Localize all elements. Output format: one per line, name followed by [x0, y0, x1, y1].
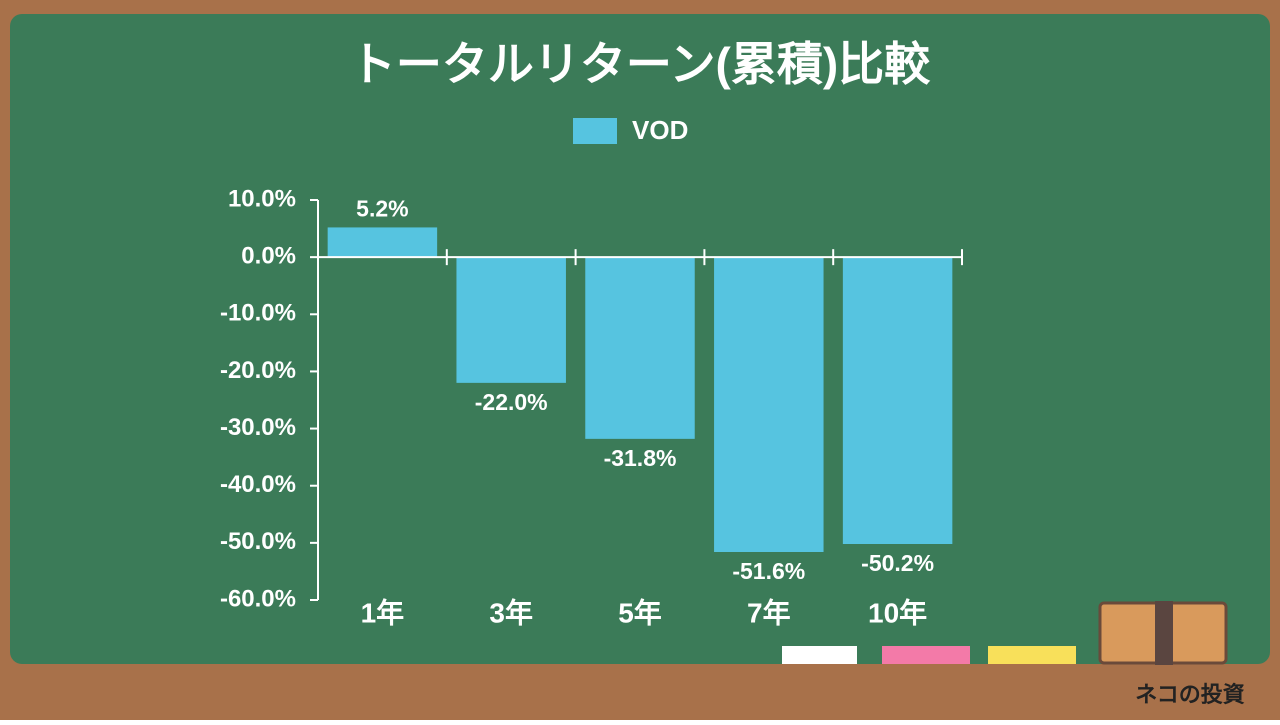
- x-tick-label: 7年: [747, 596, 791, 628]
- value-label: -22.0%: [475, 389, 548, 415]
- value-label: -50.2%: [861, 550, 934, 576]
- y-tick-label: -10.0%: [220, 300, 296, 327]
- y-tick-label: -20.0%: [220, 357, 296, 384]
- value-label: 5.2%: [356, 196, 408, 222]
- chalk-white: [782, 646, 857, 664]
- y-tick-label: -60.0%: [220, 585, 296, 612]
- eraser-band: [1155, 601, 1173, 665]
- x-tick-label: 10年: [868, 596, 927, 628]
- bar: [714, 257, 824, 552]
- chalk-pink: [882, 646, 970, 664]
- value-label: -51.6%: [732, 558, 805, 584]
- x-tick-label: 5年: [618, 596, 662, 628]
- bar: [327, 227, 438, 258]
- bar: [456, 257, 566, 383]
- value-label: -31.8%: [604, 445, 677, 471]
- legend-label: VOD: [632, 115, 688, 145]
- y-tick-label: -40.0%: [220, 471, 296, 498]
- y-tick-label: -30.0%: [220, 414, 296, 441]
- y-tick-label: -50.0%: [220, 528, 296, 555]
- x-tick-label: 1年: [361, 596, 405, 628]
- y-tick-label: 0.0%: [241, 242, 296, 269]
- bar: [842, 257, 953, 544]
- chalk-yellow: [988, 646, 1076, 664]
- chart-title: トータルリターン(累積)比較: [350, 38, 931, 90]
- bar: [585, 257, 695, 439]
- x-tick-label: 3年: [489, 596, 533, 628]
- watermark: ネコの投資: [1135, 682, 1245, 707]
- legend-swatch: [573, 118, 617, 144]
- y-tick-label: 10.0%: [228, 185, 296, 212]
